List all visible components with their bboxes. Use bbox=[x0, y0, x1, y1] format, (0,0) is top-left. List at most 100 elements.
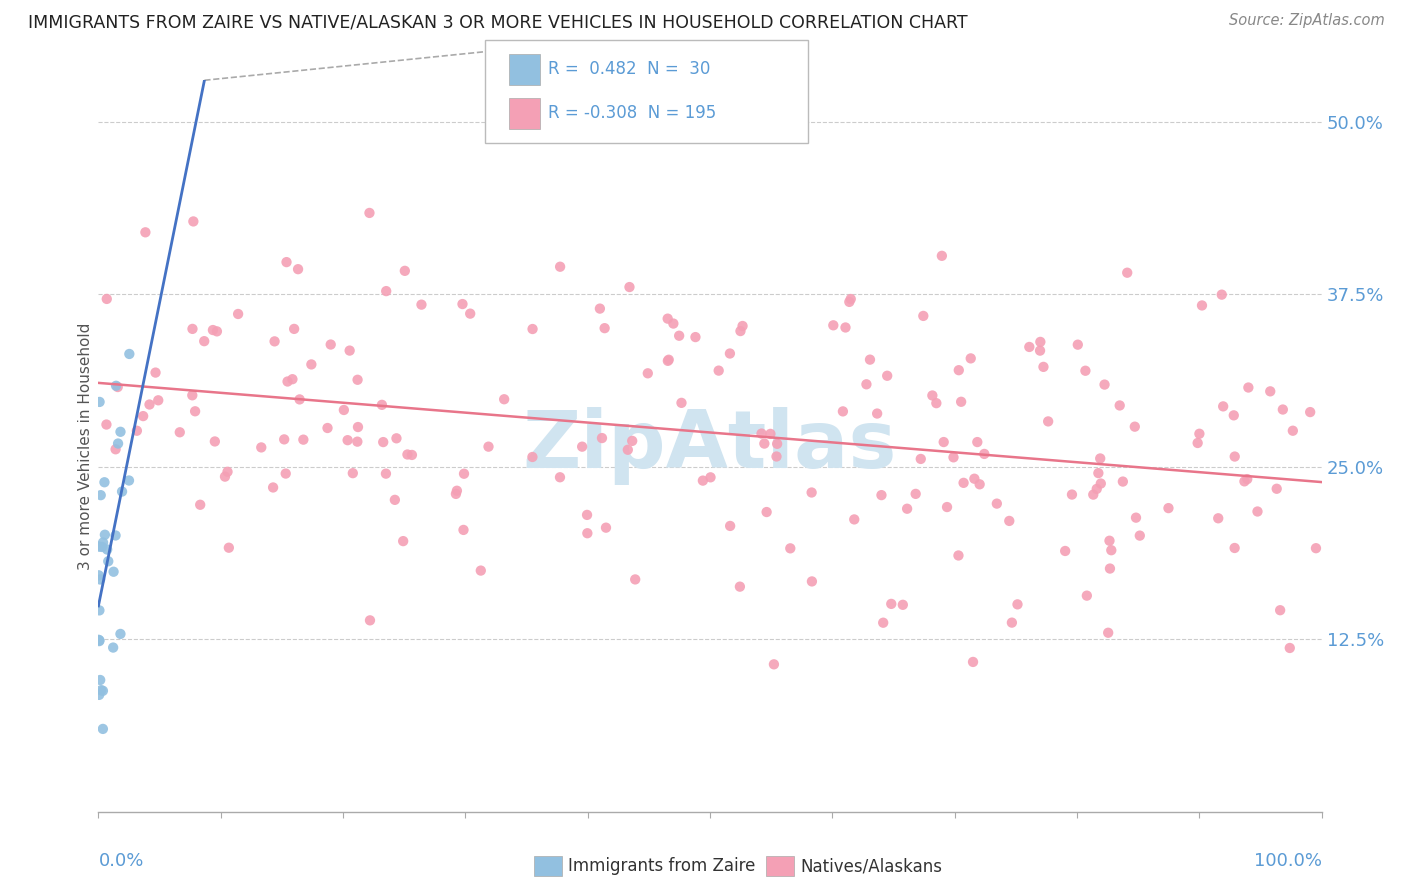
Point bbox=[1236, 472, 1258, 486]
Point bbox=[111, 484, 134, 499]
Point bbox=[921, 388, 943, 402]
Point bbox=[218, 541, 240, 555]
Point bbox=[969, 477, 991, 491]
Point bbox=[1001, 615, 1024, 630]
Point bbox=[779, 541, 801, 556]
Point bbox=[458, 307, 481, 321]
Point bbox=[962, 655, 984, 669]
Point bbox=[942, 450, 965, 465]
Point bbox=[1157, 501, 1180, 516]
Point bbox=[333, 403, 356, 417]
Point bbox=[966, 435, 988, 450]
Point bbox=[201, 323, 224, 337]
Point bbox=[96, 417, 118, 432]
Point bbox=[1268, 603, 1291, 617]
Point bbox=[621, 434, 644, 448]
Point bbox=[273, 433, 295, 447]
Point bbox=[1098, 561, 1121, 575]
Point bbox=[1305, 541, 1327, 556]
Point bbox=[1090, 476, 1112, 491]
Point bbox=[181, 322, 204, 336]
Point bbox=[104, 442, 127, 457]
Point bbox=[396, 448, 419, 462]
Point bbox=[384, 492, 406, 507]
Point bbox=[952, 475, 974, 490]
Point bbox=[1098, 533, 1121, 548]
Point bbox=[411, 298, 433, 312]
Text: 0.0%: 0.0% bbox=[98, 852, 143, 870]
Point bbox=[1123, 419, 1146, 434]
Point bbox=[91, 722, 114, 736]
Point bbox=[87, 568, 110, 582]
Point bbox=[1007, 598, 1029, 612]
Point bbox=[319, 337, 342, 351]
Point bbox=[1029, 343, 1052, 358]
Text: ZipAtlas: ZipAtlas bbox=[523, 407, 897, 485]
Point bbox=[394, 264, 416, 278]
Point bbox=[548, 260, 571, 274]
Point bbox=[1299, 405, 1322, 419]
Text: R = -0.308  N = 195: R = -0.308 N = 195 bbox=[548, 103, 717, 122]
Point bbox=[1282, 424, 1305, 438]
Point bbox=[401, 448, 423, 462]
Point bbox=[105, 379, 128, 393]
Point bbox=[1223, 409, 1246, 423]
Point bbox=[1211, 287, 1233, 301]
Point bbox=[359, 206, 381, 220]
Point bbox=[834, 320, 856, 334]
Point bbox=[281, 372, 304, 386]
Point bbox=[1087, 466, 1109, 480]
Point bbox=[91, 540, 114, 554]
Point bbox=[948, 363, 970, 377]
Point bbox=[718, 519, 741, 533]
Point bbox=[948, 549, 970, 563]
Point bbox=[104, 528, 127, 542]
Text: R =  0.482  N =  30: R = 0.482 N = 30 bbox=[548, 60, 710, 78]
Point bbox=[657, 311, 679, 326]
Point bbox=[754, 436, 776, 450]
Text: Source: ZipAtlas.com: Source: ZipAtlas.com bbox=[1229, 13, 1385, 29]
Point bbox=[288, 392, 311, 407]
Point bbox=[522, 450, 544, 464]
Point bbox=[1233, 475, 1256, 489]
Point bbox=[1085, 482, 1108, 496]
Point bbox=[93, 475, 115, 490]
Point bbox=[110, 425, 132, 439]
Point bbox=[1094, 377, 1116, 392]
Point bbox=[896, 501, 918, 516]
Point bbox=[668, 328, 690, 343]
Point bbox=[1090, 451, 1112, 466]
Point bbox=[699, 470, 721, 484]
Point bbox=[183, 214, 205, 228]
Point bbox=[453, 523, 475, 537]
Point bbox=[548, 470, 571, 484]
Point bbox=[346, 434, 368, 449]
Point bbox=[316, 421, 339, 435]
Point bbox=[866, 407, 889, 421]
Point bbox=[685, 330, 707, 344]
Point bbox=[731, 318, 754, 333]
Point bbox=[89, 634, 111, 648]
Point bbox=[1212, 400, 1234, 414]
Point bbox=[692, 474, 714, 488]
Point bbox=[371, 398, 394, 412]
Point bbox=[1223, 541, 1246, 555]
Point bbox=[91, 535, 114, 549]
Point bbox=[204, 434, 226, 449]
Point bbox=[718, 346, 741, 360]
Point bbox=[193, 334, 215, 348]
Point bbox=[619, 280, 641, 294]
Point bbox=[522, 322, 544, 336]
Point bbox=[1099, 543, 1122, 558]
Point bbox=[87, 632, 110, 647]
Point bbox=[277, 375, 299, 389]
Point bbox=[762, 657, 785, 672]
Point bbox=[477, 440, 499, 454]
Point bbox=[870, 488, 893, 502]
Point bbox=[494, 392, 516, 407]
Text: IMMIGRANTS FROM ZAIRE VS NATIVE/ALASKAN 3 OR MORE VEHICLES IN HOUSEHOLD CORRELAT: IMMIGRANTS FROM ZAIRE VS NATIVE/ALASKAN … bbox=[28, 13, 967, 31]
Point bbox=[932, 435, 955, 450]
Point bbox=[576, 526, 599, 541]
Point bbox=[912, 309, 935, 323]
Point bbox=[891, 598, 914, 612]
